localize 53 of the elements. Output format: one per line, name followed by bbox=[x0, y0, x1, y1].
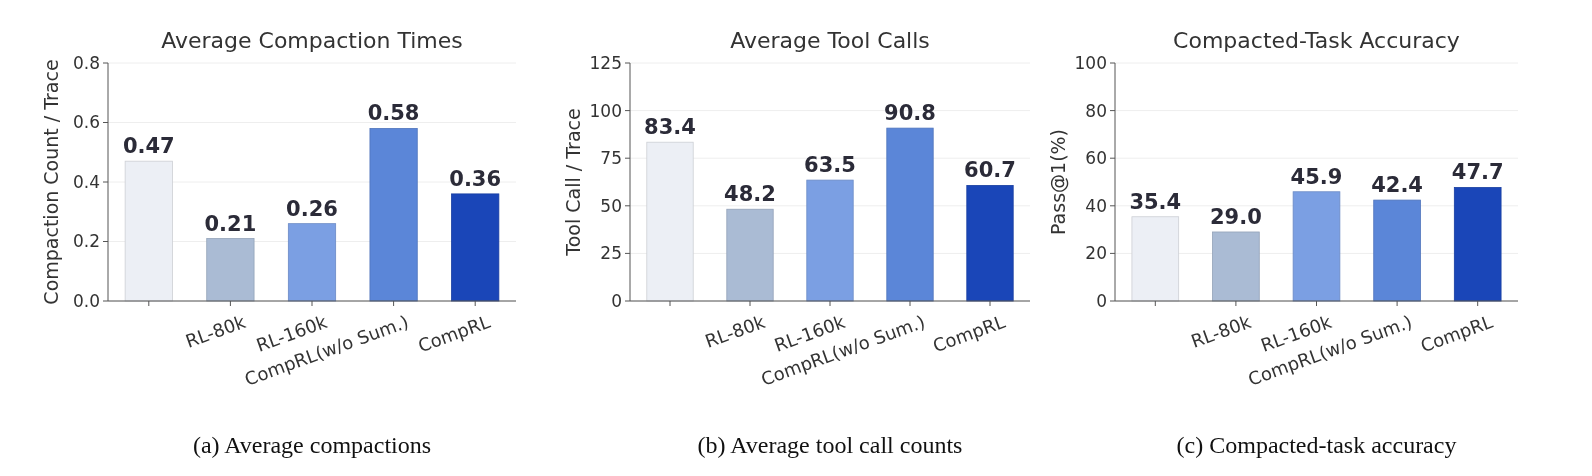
bar bbox=[206, 238, 255, 302]
y-tick-label: 80 bbox=[1085, 100, 1107, 121]
bar bbox=[287, 223, 337, 302]
data-label: 63.5 bbox=[804, 153, 856, 178]
bar bbox=[806, 179, 854, 302]
y-tick-label: 0.8 bbox=[72, 52, 100, 73]
y-axis-title: Pass@1(%) bbox=[1047, 128, 1069, 236]
y-tick-label: 125 bbox=[589, 52, 622, 73]
bar bbox=[1373, 199, 1421, 302]
bar bbox=[966, 185, 1014, 302]
data-label: 0.21 bbox=[204, 211, 257, 236]
data-label: 45.9 bbox=[1290, 164, 1343, 189]
text: (c) Compacted-task accuracy bbox=[1176, 432, 1457, 458]
data-label: 0.36 bbox=[449, 166, 502, 191]
bar bbox=[1212, 231, 1260, 302]
y-tick-label: 60 bbox=[1085, 148, 1107, 169]
data-label: 29.0 bbox=[1209, 204, 1262, 229]
y-tick-label: 100 bbox=[1074, 52, 1107, 73]
chart-title: Compacted-Task Accuracy bbox=[1173, 28, 1460, 53]
y-tick-label: 0.4 bbox=[72, 171, 100, 192]
data-label: 90.8 bbox=[884, 101, 936, 126]
data-label: 42.4 bbox=[1371, 173, 1424, 198]
data-label: 0.58 bbox=[367, 101, 420, 126]
y-tick-label: 0 bbox=[611, 290, 622, 311]
y-tick-label: 40 bbox=[1085, 195, 1107, 216]
y-tick-label: 25 bbox=[600, 243, 622, 264]
y-tick-label: 50 bbox=[600, 195, 622, 216]
bar bbox=[886, 127, 934, 302]
data-label: 60.7 bbox=[964, 158, 1016, 183]
data-label: 48.2 bbox=[724, 182, 776, 207]
y-tick-label: 100 bbox=[589, 100, 622, 121]
data-label: 47.7 bbox=[1451, 160, 1504, 185]
bar bbox=[451, 193, 500, 302]
text: (a) Average compactions bbox=[192, 432, 432, 458]
data-label: 35.4 bbox=[1129, 189, 1182, 214]
bar bbox=[369, 128, 418, 302]
chart-title: Average Compaction Times bbox=[161, 28, 463, 53]
chart-title: Average Tool Calls bbox=[730, 28, 930, 53]
data-label: 83.4 bbox=[644, 115, 696, 140]
y-axis-title: Tool Call / Trace bbox=[562, 108, 584, 257]
data-label: 0.26 bbox=[286, 196, 338, 221]
bar bbox=[726, 208, 774, 302]
text: (b) Average tool call counts bbox=[697, 432, 963, 458]
y-tick-label: 0.0 bbox=[72, 290, 100, 311]
y-tick-label: 0.2 bbox=[72, 231, 100, 252]
y-tick-label: 20 bbox=[1085, 243, 1107, 264]
y-tick-label: 75 bbox=[600, 148, 622, 169]
y-tick-label: 0 bbox=[1096, 290, 1107, 311]
y-axis-title: Compaction Count / Trace bbox=[40, 59, 62, 305]
bar bbox=[1292, 191, 1341, 302]
data-label: 0.47 bbox=[122, 134, 175, 159]
y-tick-label: 0.6 bbox=[72, 112, 100, 133]
bar bbox=[1453, 187, 1502, 302]
